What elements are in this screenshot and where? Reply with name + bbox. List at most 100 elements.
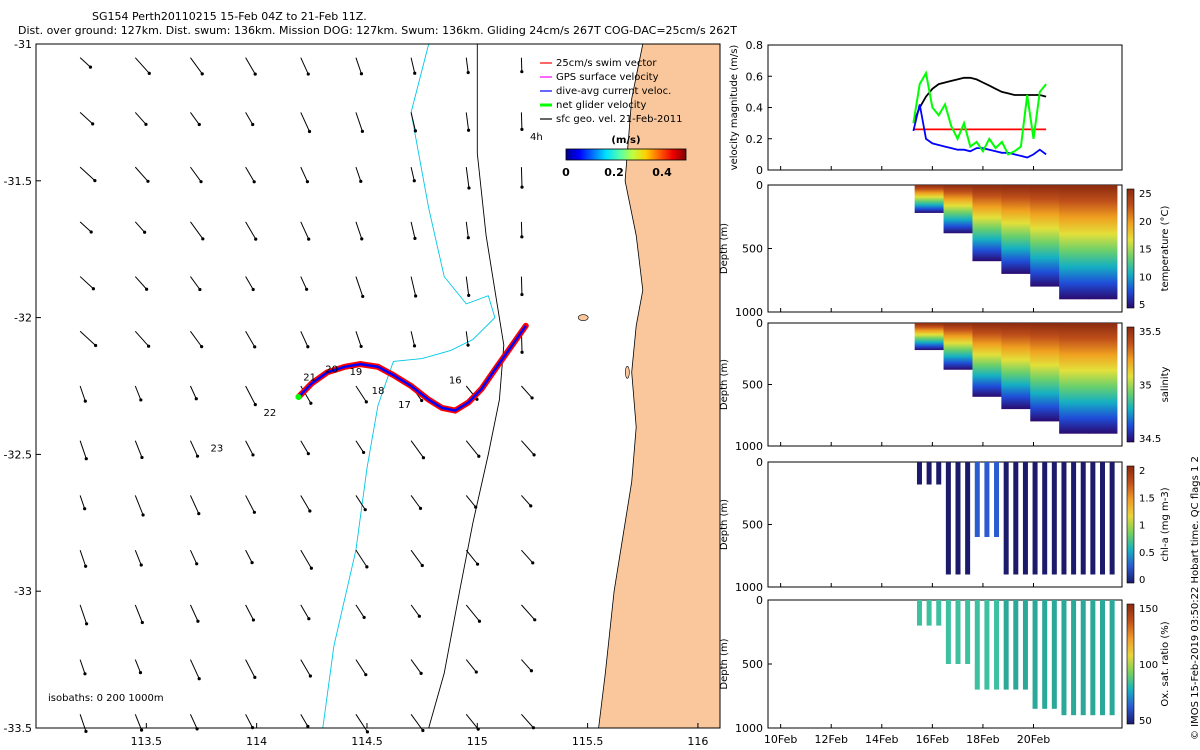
colorbar-tick: 0.2 (604, 166, 624, 179)
current-vector (79, 495, 86, 509)
profile-cast (974, 600, 980, 690)
profile-ytick-label: 0 (756, 594, 763, 607)
current-vector-head (251, 453, 255, 457)
current-vector-head (197, 512, 201, 516)
colorbar-tick-label: 50 (1139, 716, 1152, 727)
current-vector (189, 495, 200, 514)
current-vector (189, 659, 200, 679)
current-vector (134, 440, 143, 458)
current-vector-head (147, 71, 151, 75)
map-xtick-label: 115.5 (572, 735, 604, 748)
land-mass (598, 43, 721, 729)
current-vector-head (309, 566, 313, 570)
profile-cast (1099, 462, 1105, 575)
current-vector-head (305, 180, 310, 184)
scale-label: 4h (530, 132, 543, 143)
current-vector-head (195, 454, 200, 458)
current-vector-head (139, 563, 143, 567)
current-vector (410, 549, 423, 566)
current-vector-head (253, 345, 257, 349)
map-xtick-label: 115 (467, 735, 488, 748)
velocity-ytick-label: 0.2 (746, 133, 764, 146)
map-frame (35, 43, 721, 729)
current-vector-head (84, 729, 88, 733)
current-vector-head (84, 564, 88, 568)
current-vector (355, 221, 363, 240)
profile-cast (1061, 462, 1067, 575)
current-vector-head (89, 230, 93, 234)
current-vector (190, 112, 200, 125)
current-vector (410, 112, 416, 132)
profile-cast (1061, 600, 1067, 716)
current-vector (465, 549, 478, 565)
time-tick-label: 12Feb (814, 733, 847, 746)
colorbar-tick: 0 (562, 166, 570, 179)
current-vector (245, 276, 254, 290)
current-vector-head (418, 506, 423, 510)
current-vector (134, 714, 143, 731)
current-vector (134, 385, 142, 401)
colorbar-tick-label: 35.5 (1139, 327, 1161, 338)
current-vector (410, 604, 420, 617)
current-vector-head (251, 287, 255, 292)
profile-ylabel: Depth (m) (719, 499, 730, 550)
current-vector (521, 659, 532, 672)
map-ytick-label: -31 (14, 38, 32, 51)
current-vector (245, 385, 256, 405)
current-vector (355, 495, 366, 510)
current-vector (355, 112, 363, 132)
colorbar-label: chl-a (mg m-3) (1160, 487, 1171, 561)
current-vector-head (520, 185, 524, 189)
colorbar-label: temperature (°C) (1160, 205, 1171, 291)
current-vector-head (146, 179, 150, 183)
current-vector (245, 495, 255, 513)
profile-cast (1071, 600, 1077, 716)
map-xtick-label: 113.5 (131, 735, 163, 748)
colorbar-label: salinity (1160, 366, 1171, 402)
profile-cast (1042, 462, 1048, 575)
current-vector-head (308, 674, 312, 678)
current-vector-head (529, 504, 533, 508)
map-ytick-label: -32.5 (4, 448, 32, 461)
track-day-label: 21 (303, 373, 316, 384)
colorbar-tick-label: 34.5 (1139, 434, 1161, 445)
current-vector (521, 713, 534, 729)
profile-colorbar (1126, 326, 1135, 443)
current-vector-head (254, 237, 258, 241)
current-vector (190, 330, 203, 347)
current-vector (300, 112, 310, 132)
profile-ytick-label: 500 (742, 519, 763, 532)
profile-cast (955, 462, 961, 575)
current-vector (79, 330, 96, 346)
current-vector-head (143, 230, 147, 234)
glider-track-current (297, 325, 527, 412)
profile-cast (965, 462, 971, 575)
profile-block (1088, 323, 1118, 434)
current-vector (465, 495, 477, 508)
current-vector (189, 604, 199, 622)
current-vector (410, 57, 416, 74)
current-vector-head (359, 344, 363, 349)
current-vector-head (360, 237, 364, 241)
map-ytick-label: -31.5 (4, 175, 32, 188)
current-vector (189, 385, 197, 399)
current-vector-head (421, 728, 425, 733)
current-vector (521, 495, 532, 507)
current-vector-head (307, 237, 311, 241)
track-day-label: 19 (350, 367, 363, 378)
current-vector-head (84, 622, 89, 626)
current-vector (190, 166, 202, 182)
current-vector (79, 549, 87, 567)
current-vector-head (139, 728, 144, 732)
profile-cast (1080, 600, 1086, 716)
profile-block (1030, 323, 1060, 422)
current-vector-head (199, 180, 203, 184)
profile-ytick-label: 0 (756, 456, 763, 469)
current-vector (134, 659, 141, 673)
velocity-series (912, 76, 1047, 124)
profile-cast (916, 462, 922, 485)
profile-cast (926, 462, 932, 485)
garden-island (625, 366, 630, 379)
current-vector (355, 440, 365, 453)
current-vector-head (417, 614, 421, 618)
